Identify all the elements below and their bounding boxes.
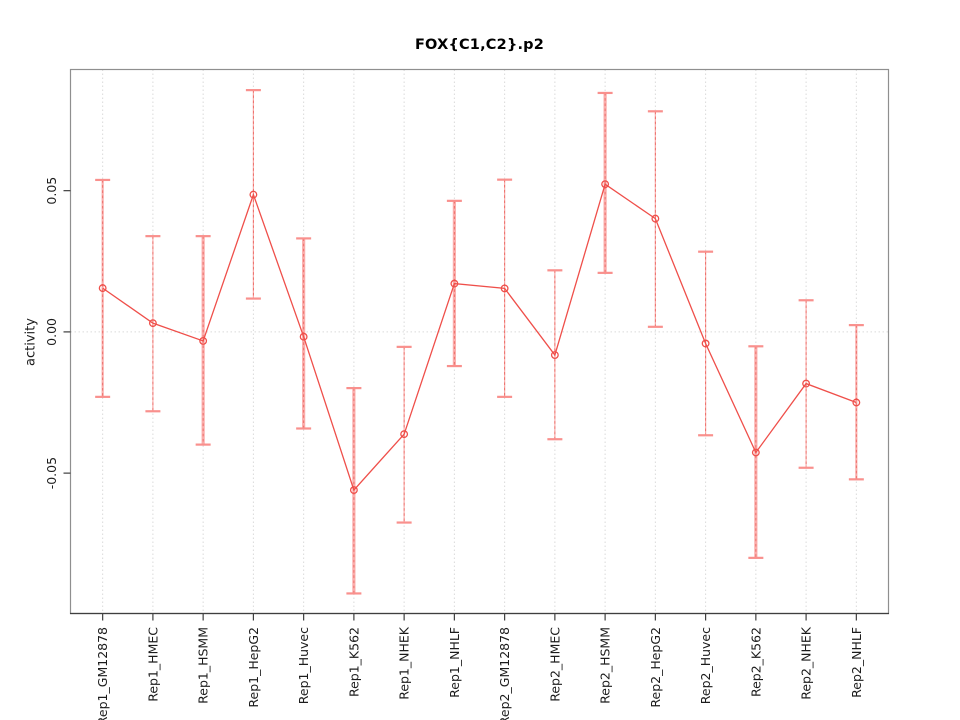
x-tick-label: Rep1_NHEK — [397, 626, 412, 700]
data-point-marker — [450, 279, 459, 288]
plot-box — [69, 68, 890, 615]
y-axis-label: activity — [23, 318, 39, 366]
data-point-marker — [500, 284, 509, 293]
x-tick-label: Rep1_HepG2 — [246, 627, 261, 708]
data-point-marker — [98, 284, 107, 293]
data-point-marker — [651, 214, 660, 223]
x-tick-label: Rep1_HSMM — [196, 627, 211, 704]
x-tick-label: Rep2_GM12878 — [497, 627, 512, 720]
x-tick-label: Rep2_HepG2 — [648, 627, 663, 708]
x-tick-label: Rep1_HMEC — [145, 627, 160, 702]
data-point-marker — [751, 448, 760, 457]
x-tick-label: Rep1_GM12878 — [95, 627, 110, 720]
y-tick-label: -0.05 — [44, 457, 59, 489]
x-tick-label: Rep1_K562 — [346, 627, 361, 697]
data-point-marker — [550, 351, 559, 360]
x-tick-label: Rep1_Huvec — [296, 627, 311, 704]
chart-title: FOX{C1,C2}.p2 — [414, 37, 545, 53]
data-point-marker — [601, 180, 610, 189]
data-point-marker — [400, 430, 409, 439]
x-tick-label: Rep2_HMEC — [547, 627, 562, 702]
data-point-marker — [701, 339, 710, 348]
data-point-marker — [249, 190, 258, 199]
data-point-marker — [349, 486, 358, 495]
data-point-marker — [199, 336, 208, 345]
x-tick-label: Rep1_NHLF — [447, 627, 462, 698]
data-point-marker — [802, 379, 811, 388]
data-point-marker — [148, 319, 157, 328]
y-tick-label: 0.05 — [44, 177, 59, 205]
y-tick-label: 0.00 — [44, 318, 59, 346]
x-tick-label: Rep2_NHLF — [849, 627, 864, 698]
x-tick-label: Rep2_Huvec — [698, 627, 713, 704]
x-tick-label: Rep2_K562 — [748, 627, 763, 697]
x-tick-label: Rep2_HSMM — [598, 627, 613, 704]
series-line — [102, 183, 857, 492]
data-point-marker — [852, 398, 861, 407]
x-tick-label: Rep2_NHEK — [799, 626, 814, 700]
data-point-marker — [299, 332, 308, 341]
